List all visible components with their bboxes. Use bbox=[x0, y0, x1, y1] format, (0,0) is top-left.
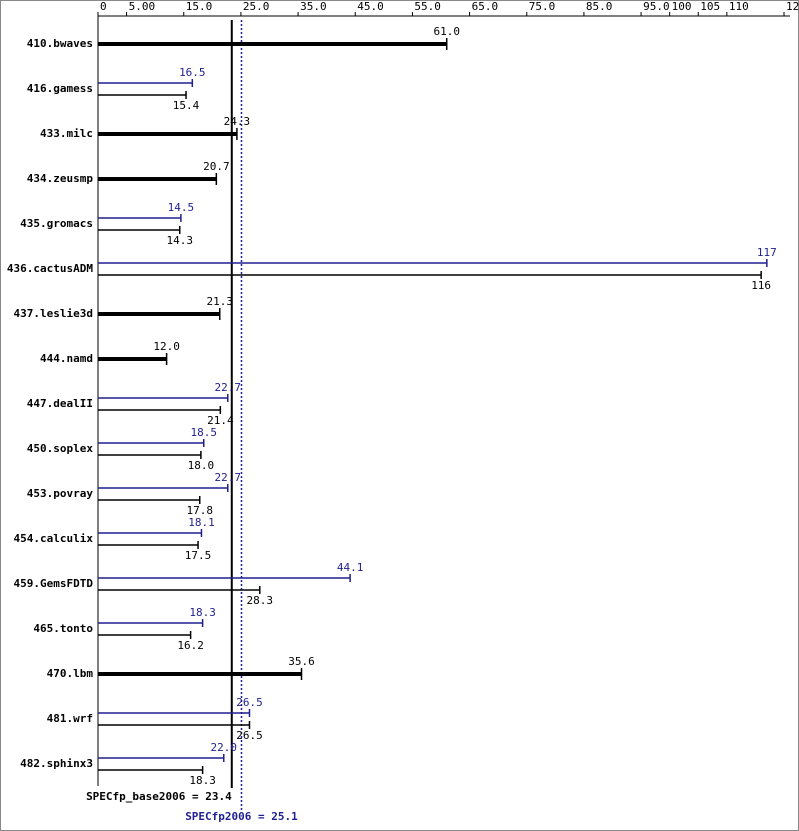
category-label: 433.milc bbox=[40, 127, 93, 140]
value-label: 22.7 bbox=[215, 381, 242, 394]
value-label: 16.5 bbox=[179, 66, 206, 79]
value-label: 21.3 bbox=[207, 295, 234, 308]
category-label: 482.sphinx3 bbox=[20, 757, 93, 770]
value-label: 20.7 bbox=[203, 160, 230, 173]
x-tick-label: 110 bbox=[729, 0, 749, 13]
value-label: 21.4 bbox=[207, 414, 234, 427]
x-tick-label: 5.00 bbox=[129, 0, 156, 13]
value-label: 14.3 bbox=[166, 234, 193, 247]
x-tick-label: 85.0 bbox=[586, 0, 613, 13]
x-tick-label: 25.0 bbox=[243, 0, 270, 13]
value-label: 12.0 bbox=[153, 340, 180, 353]
value-label: 22.0 bbox=[211, 741, 238, 754]
category-label: 416.gamess bbox=[27, 82, 93, 95]
value-label: 16.2 bbox=[177, 639, 204, 652]
x-tick-label: 75.0 bbox=[529, 0, 556, 13]
value-label: 18.5 bbox=[191, 426, 218, 439]
value-label: 22.7 bbox=[215, 471, 242, 484]
category-label: 481.wrf bbox=[47, 712, 93, 725]
x-tick-label: 55.0 bbox=[414, 0, 441, 13]
x-tick-label: 0 bbox=[100, 0, 107, 13]
category-label: 465.tonto bbox=[33, 622, 93, 635]
value-label: 116 bbox=[751, 279, 771, 292]
category-label: 447.dealII bbox=[27, 397, 93, 410]
value-label: 117 bbox=[757, 246, 777, 259]
category-label: 436.cactusADM bbox=[7, 262, 93, 275]
category-label: 453.povray bbox=[27, 487, 94, 500]
category-label: 454.calculix bbox=[14, 532, 94, 545]
category-label: 470.lbm bbox=[47, 667, 94, 680]
x-tick-label: 120 bbox=[786, 0, 799, 13]
category-label: 444.namd bbox=[40, 352, 93, 365]
value-label: 44.1 bbox=[337, 561, 364, 574]
x-tick-label: 95.0 bbox=[643, 0, 670, 13]
value-label: 18.0 bbox=[188, 459, 215, 472]
x-tick-label: 105 bbox=[700, 0, 720, 13]
value-label: 18.3 bbox=[189, 606, 216, 619]
value-label: 17.5 bbox=[185, 549, 212, 562]
reference-label: SPECfp_base2006 = 23.4 bbox=[86, 790, 232, 803]
value-label: 35.6 bbox=[288, 655, 315, 668]
x-tick-label: 65.0 bbox=[472, 0, 499, 13]
value-label: 24.3 bbox=[224, 115, 251, 128]
value-label: 28.3 bbox=[247, 594, 274, 607]
value-label: 17.8 bbox=[187, 504, 214, 517]
category-label: 410.bwaves bbox=[27, 37, 93, 50]
x-tick-label: 100 bbox=[672, 0, 692, 13]
category-label: 435.gromacs bbox=[20, 217, 93, 230]
value-label: 18.1 bbox=[188, 516, 215, 529]
value-label: 26.5 bbox=[236, 696, 263, 709]
value-label: 61.0 bbox=[433, 25, 460, 38]
x-tick-label: 15.0 bbox=[186, 0, 213, 13]
category-label: 459.GemsFDTD bbox=[14, 577, 94, 590]
value-label: 14.5 bbox=[168, 201, 195, 214]
x-tick-label: 45.0 bbox=[357, 0, 384, 13]
value-label: 15.4 bbox=[173, 99, 200, 112]
value-label: 26.5 bbox=[236, 729, 263, 742]
x-tick-label: 35.0 bbox=[300, 0, 327, 13]
category-label: 434.zeusmp bbox=[27, 172, 94, 185]
category-label: 450.soplex bbox=[27, 442, 94, 455]
value-label: 18.3 bbox=[189, 774, 216, 787]
reference-label: SPECfp2006 = 25.1 bbox=[185, 810, 298, 823]
category-label: 437.leslie3d bbox=[14, 307, 93, 320]
